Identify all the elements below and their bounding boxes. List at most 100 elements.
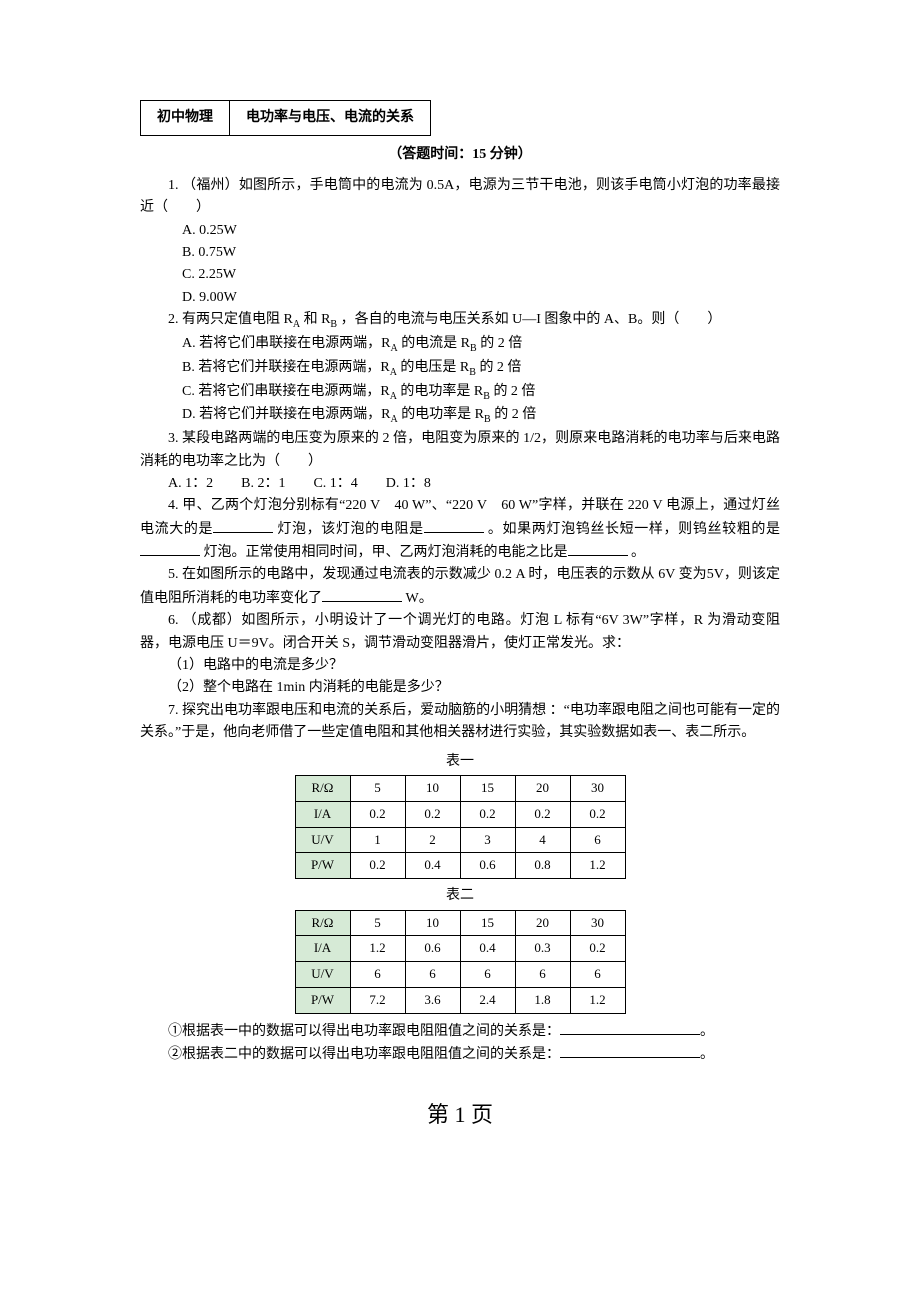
q7-blank1 [560,1020,700,1035]
q7-c1a: ①根据表一中的数据可以得出电功率跟电阻阻值之间的关系是： [168,1024,560,1039]
t1-i-1: 0.2 [405,801,460,827]
q1-opt-a: A. 0.25W [182,220,780,242]
q2d-1: D. 若将它们并联接在电源两端，R [182,407,390,422]
title-box: 初中物理 电功率与电压、电流的关系 [140,100,431,136]
table2-caption: 表二 [140,885,780,907]
t2-i-3: 0.3 [515,936,570,962]
q2-sub-a1: A [293,319,300,330]
answer-timer: （答题时间：15 分钟） [140,144,780,166]
q2d-3: 的 2 倍 [494,407,536,422]
t2-i-2: 0.4 [460,936,515,962]
t2-u-3: 6 [515,962,570,988]
t1-r-0: 5 [350,775,405,801]
t1-i-0: 0.2 [350,801,405,827]
q7-c2a: ②根据表二中的数据可以得出电功率跟电阻阻值之间的关系是： [168,1047,560,1062]
page: 初中物理 电功率与电压、电流的关系 （答题时间：15 分钟） 1. （福州）如图… [0,0,920,1302]
t2-r-2: 15 [460,910,515,936]
t2-u-0: 6 [350,962,405,988]
t1-r-3: 20 [515,775,570,801]
t1-p-3: 0.8 [515,853,570,879]
q2a-sub1: A [390,343,397,354]
t2-r-4: 30 [570,910,625,936]
q4-c: 。如果两灯泡钨丝长短一样，则钨丝较粗的是 [488,522,780,537]
q4-blank3 [140,541,200,556]
title-right: 电功率与电压、电流的关系 [230,101,431,136]
q3-opts: A. 1：2 B. 2：1 C. 1：4 D. 1：8 [140,473,780,495]
t1-u-0: 1 [350,827,405,853]
t1-i-4: 0.2 [570,801,625,827]
q5-a: 5. 在如图所示的电路中，发现通过电流表的示数减少 0.2 A 时，电压表的示数… [140,567,780,605]
q2b-sub1: A [390,367,397,378]
q2a-2: 的电流是 R [401,336,470,351]
t2-hdr-r: R/Ω [295,910,350,936]
q2b-2: 的电压是 R [400,360,469,375]
q2a-sub2: B [470,343,477,354]
table-row: I/A 0.2 0.2 0.2 0.2 0.2 [295,801,625,827]
q7-c1-end: 。 [700,1024,714,1039]
q1-opt-c: C. 2.25W [182,264,780,286]
q1-opt-b: B. 0.75W [182,242,780,264]
table-row: I/A 1.2 0.6 0.4 0.3 0.2 [295,936,625,962]
q2a-3: 的 2 倍 [480,336,522,351]
t2-r-3: 20 [515,910,570,936]
q2d-sub2: B [484,414,491,425]
t2-p-0: 7.2 [350,987,405,1013]
q2-stem-b: 和 R [304,312,331,327]
table-row: P/W 0.2 0.4 0.6 0.8 1.2 [295,853,625,879]
q2c-2: 的电功率是 R [400,384,483,399]
q2-sub-b1: B [330,319,337,330]
q2-stem: 2. 有两只定值电阻 RA 和 RB ，各自的电流与电压关系如 U—I 图象中的… [140,309,780,333]
t1-r-4: 30 [570,775,625,801]
t2-i-4: 0.2 [570,936,625,962]
t1-p-4: 1.2 [570,853,625,879]
q2c-sub2: B [483,390,490,401]
q2c-3: 的 2 倍 [493,384,535,399]
t2-u-4: 6 [570,962,625,988]
t1-hdr-p: P/W [295,853,350,879]
t1-u-4: 6 [570,827,625,853]
q4-blank2 [424,518,484,533]
q4-e: 。 [631,545,645,560]
q4-b: 灯泡，该灯泡的电阻是 [277,522,423,537]
q4-blank1 [213,518,273,533]
title-left: 初中物理 [141,101,230,136]
table-row: P/W 7.2 3.6 2.4 1.8 1.2 [295,987,625,1013]
t2-u-2: 6 [460,962,515,988]
q3-stem: 3. 某段电路两端的电压变为原来的 2 倍，电阻变为原来的 1/2，则原来电路消… [140,428,780,473]
q6-s1: （1）电路中的电流是多少？ [140,655,780,677]
table2: R/Ω 5 10 15 20 30 I/A 1.2 0.6 0.4 0.3 0.… [295,910,626,1014]
t2-i-1: 0.6 [405,936,460,962]
q6-stem: 6. （成都）如图所示，小明设计了一个调光灯的电路。灯泡 L 标有“6V 3W”… [140,610,780,655]
t2-p-4: 1.2 [570,987,625,1013]
t1-i-2: 0.2 [460,801,515,827]
t1-u-2: 3 [460,827,515,853]
t2-p-3: 1.8 [515,987,570,1013]
t1-r-2: 15 [460,775,515,801]
table1: R/Ω 5 10 15 20 30 I/A 0.2 0.2 0.2 0.2 0.… [295,775,626,879]
q2d-2: 的电功率是 R [401,407,484,422]
t1-r-1: 10 [405,775,460,801]
t1-hdr-r: R/Ω [295,775,350,801]
q2-stem-a: 2. 有两只定值电阻 R [168,312,293,327]
page-footer: 第 1 页 [140,1097,780,1132]
q7-blank2 [560,1043,700,1058]
q2b-3: 的 2 倍 [479,360,521,375]
q7-stem: 7. 探究出电功率跟电压和电流的关系后，爱动脑筋的小明猜想 ：“电功率跟电阻之间… [140,700,780,745]
q7-conclusion2: ②根据表二中的数据可以得出电功率跟电阻阻值之间的关系是：。 [140,1043,780,1066]
table-row: U/V 1 2 3 4 6 [295,827,625,853]
table-row: R/Ω 5 10 15 20 30 [295,775,625,801]
t2-r-0: 5 [350,910,405,936]
q4-blank4 [568,541,628,556]
q7-conclusion1: ①根据表一中的数据可以得出电功率跟电阻阻值之间的关系是： 。 [140,1020,780,1043]
q2b-sub2: B [469,367,476,378]
t2-hdr-u: U/V [295,962,350,988]
t1-hdr-i: I/A [295,801,350,827]
q1-opt-d: D. 9.00W [182,287,780,309]
q5-blank [322,587,402,602]
q2d-sub1: A [390,414,397,425]
t2-p-1: 3.6 [405,987,460,1013]
t1-p-2: 0.6 [460,853,515,879]
t2-hdr-p: P/W [295,987,350,1013]
q2-opt-b: B. 若将它们并联接在电源两端，RA 的电压是 RB 的 2 倍 [182,357,780,381]
q2-opt-a: A. 若将它们串联接在电源两端，RA 的电流是 RB 的 2 倍 [182,333,780,357]
